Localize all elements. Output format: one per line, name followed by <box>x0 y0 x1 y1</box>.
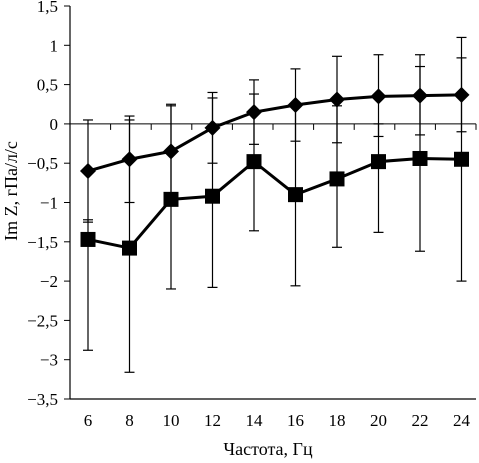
x-tick-label: 10 <box>163 411 180 430</box>
x-axis-title: Частота, Гц <box>223 439 313 459</box>
x-tick-label: 12 <box>204 411 221 430</box>
diamond-marker <box>246 104 262 121</box>
diamond-marker <box>80 163 96 180</box>
x-tick-label: 20 <box>370 411 387 430</box>
y-tick-label: −2,5 <box>27 311 58 330</box>
y-tick-label: 0 <box>50 115 59 134</box>
y-axis-title: Im Z, гПа/л/с <box>1 141 21 241</box>
y-tick-label: −1,5 <box>27 233 58 252</box>
y-tick-label: −2 <box>40 272 58 291</box>
square-marker <box>246 154 262 170</box>
y-tick-label: −0,5 <box>27 154 58 173</box>
error-bars <box>83 36 467 373</box>
series-markers <box>80 86 470 256</box>
series-line-diamond <box>87 93 462 173</box>
square-marker <box>288 187 303 203</box>
y-tick-label: −1 <box>40 194 58 213</box>
x-tick-label: 22 <box>412 411 429 430</box>
x-tick-label: 8 <box>125 411 134 430</box>
square-marker <box>371 154 386 170</box>
square-marker <box>454 151 469 167</box>
square-marker <box>412 150 428 166</box>
y-tick-label: −3 <box>40 351 58 370</box>
axes <box>64 5 477 400</box>
series-line-square <box>87 156 462 250</box>
diamond-marker <box>370 88 387 105</box>
x-tick-label: 24 <box>453 411 471 430</box>
y-tick-label: 1 <box>50 36 59 55</box>
y-tick-label: 0,5 <box>37 76 58 95</box>
square-marker <box>122 240 137 256</box>
diamond-marker <box>121 151 138 168</box>
diamond-marker <box>412 87 428 104</box>
square-marker <box>163 191 179 207</box>
x-tick-label: 16 <box>287 411 304 430</box>
diamond-marker <box>163 143 179 160</box>
diamond-marker <box>329 91 345 108</box>
x-tick-label: 6 <box>84 411 93 430</box>
square-marker <box>205 188 220 204</box>
y-tick-label: 1,5 <box>37 0 58 16</box>
diamond-marker <box>204 119 221 136</box>
tick-labels: 1,5 1 0,5 0 −0,5 −1 −1,5 −2 −2,5 −3 −3,5 6 8 10 12 14 16… <box>27 0 470 430</box>
y-tick-label: −3,5 <box>27 390 58 409</box>
diamond-marker <box>287 97 304 114</box>
square-marker <box>80 231 96 247</box>
x-tick-label: 18 <box>329 411 346 430</box>
diamond-marker <box>453 86 470 103</box>
x-tick-label: 14 <box>246 411 264 430</box>
series-lines <box>87 93 462 250</box>
square-marker <box>329 171 345 187</box>
